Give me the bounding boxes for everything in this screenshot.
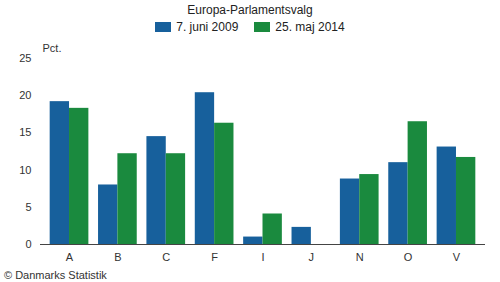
svg-text:20: 20 [19, 89, 31, 101]
svg-text:10: 10 [19, 164, 31, 176]
svg-text:C: C [162, 251, 170, 263]
svg-text:A: A [66, 251, 74, 263]
svg-text:J: J [309, 251, 315, 263]
svg-text:0: 0 [25, 238, 31, 250]
html-text:7. juni 2009: 7. juni 2009 [176, 20, 239, 34]
svg-text:F: F [211, 251, 218, 263]
svg-text:25: 25 [19, 52, 31, 64]
svg-text:I: I [261, 251, 264, 263]
svg-text:B: B [114, 251, 121, 263]
svg-text:5: 5 [25, 201, 31, 213]
html-text:25. maj 2014: 25. maj 2014 [275, 20, 345, 34]
svg-text:V: V [453, 251, 461, 263]
html-text:© Danmarks Statistik: © Danmarks Statistik [4, 269, 107, 281]
svg-text:Pct.: Pct. [43, 42, 62, 54]
html-text:Europa-Parlamentsvalg: Europa-Parlamentsvalg [187, 3, 313, 17]
svg-text:N: N [356, 251, 364, 263]
svg-text:O: O [404, 251, 413, 263]
svg-text:15: 15 [19, 126, 31, 138]
